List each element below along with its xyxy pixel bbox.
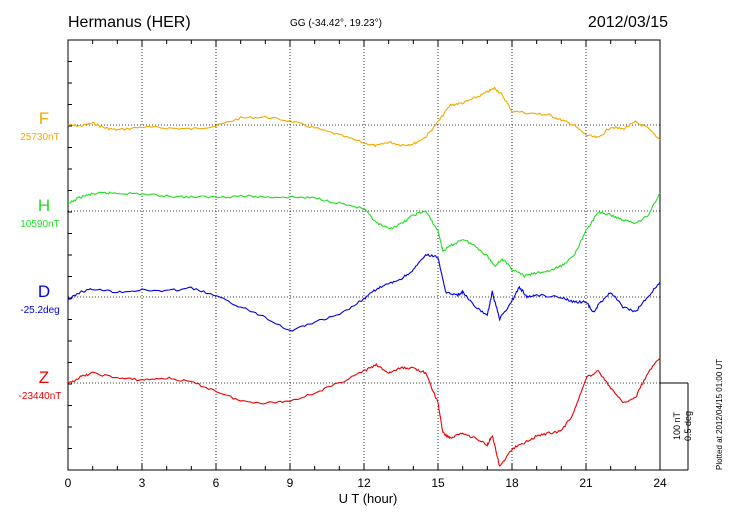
- x-tick-label: 18: [505, 476, 519, 490]
- series-baseline-z: -23440nT: [19, 391, 62, 402]
- scale-deg-label: 0.5 deg: [683, 411, 693, 441]
- series-line-f: [67, 86, 661, 148]
- scale-nt-label: 100 nT: [672, 411, 682, 440]
- x-tick-label: 9: [287, 476, 294, 490]
- x-tick-label: 3: [139, 476, 146, 490]
- chart-subtitle: GG (-34.42°, 19.23°): [290, 18, 382, 29]
- axis-ticks: [67, 39, 661, 471]
- x-tick-label: 12: [357, 476, 371, 490]
- series-baseline-f: 25730nT: [20, 132, 59, 143]
- scale-bar: 100 nT 0.5 deg: [660, 382, 693, 471]
- series-line-h: [67, 191, 661, 279]
- chart-title: Hermanus (HER): [68, 14, 191, 31]
- x-tick-label: 21: [579, 476, 593, 490]
- grid: [68, 40, 660, 470]
- x-tick-label: 15: [431, 476, 445, 490]
- series-labels: F 25730nT H 10590nT D -25.2deg Z -23440nT: [19, 109, 62, 402]
- plot-frame: [67, 39, 661, 471]
- series-name-d: D: [38, 282, 50, 301]
- series-name-f: F: [39, 109, 49, 128]
- series-baseline-h: 10590nT: [20, 219, 59, 230]
- series-name-h: H: [38, 196, 50, 215]
- x-axis-tick-labels: 0 3 6 9 12 15 18 21 24: [65, 476, 667, 490]
- chart-date: 2012/03/15: [588, 14, 668, 31]
- series-group: [67, 86, 661, 467]
- x-tick-label: 0: [65, 476, 72, 490]
- series-line-z: [67, 357, 661, 467]
- x-tick-label: 6: [213, 476, 220, 490]
- series-name-z: Z: [39, 368, 49, 387]
- x-axis-label: U T (hour): [339, 491, 398, 506]
- plotted-note: Plotted at 2012/04/15 01:00 UT: [715, 359, 724, 470]
- series-line-d: [67, 253, 661, 332]
- x-tick-label: 24: [653, 476, 667, 490]
- series-baseline-d: -25.2deg: [20, 305, 59, 316]
